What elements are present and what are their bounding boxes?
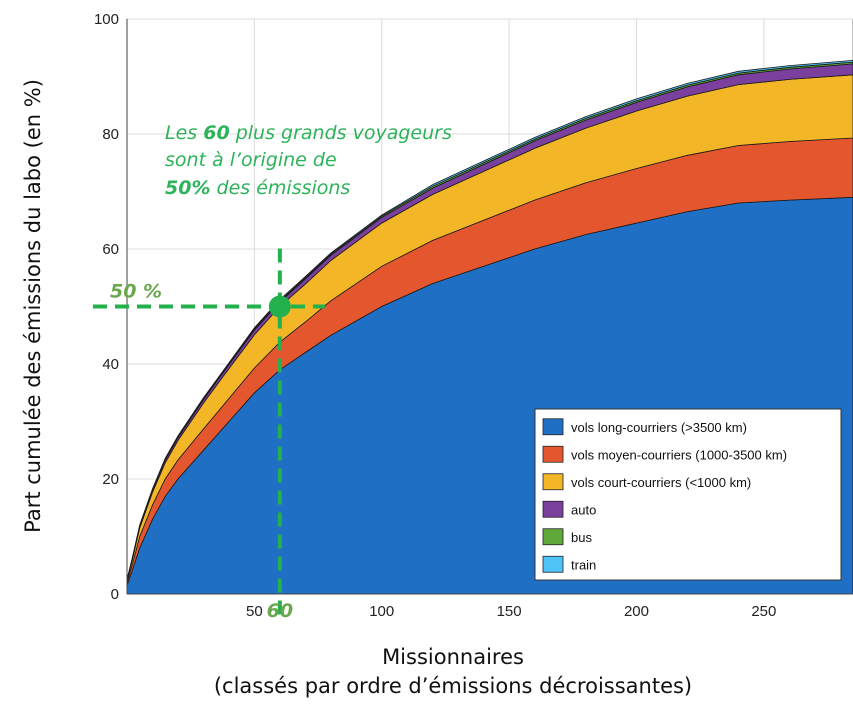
legend-box <box>534 408 842 581</box>
highlight-x-label: 60 <box>267 600 293 622</box>
x-tick-labels: 50 100 150 200 250 <box>246 603 776 620</box>
y-axis-title: Part cumulée des émissions du labo (en %… <box>21 79 45 533</box>
legend-swatch-0 <box>542 418 564 436</box>
y-tick-label-2: 40 <box>102 356 119 373</box>
x-axis-subtitle: (classés par ordre d’émissions décroissa… <box>214 674 692 698</box>
annotation-line-3: 50% des émissions <box>165 177 350 199</box>
y-tick-labels: 0 20 40 60 80 100 <box>94 11 119 603</box>
highlight-dot <box>268 295 291 318</box>
annotation-line-3-post: des émissions <box>210 177 350 199</box>
area-series-5 <box>127 59 853 580</box>
x-tick-label-4: 250 <box>751 603 776 620</box>
y-tick-label-1: 20 <box>102 471 119 488</box>
y-tick-label-0: 0 <box>111 586 119 603</box>
x-tick-label-2: 150 <box>497 603 522 620</box>
legend-swatch-2 <box>542 473 564 491</box>
annotation-line-1-post: plus grands voyageurs <box>230 122 452 144</box>
legend-label-3: auto <box>571 502 596 517</box>
legend-label-2: vols court-courriers (<1000 km) <box>571 475 751 490</box>
annotation-line-1: Les 60 plus grands voyageurs <box>165 122 452 144</box>
legend-label-1: vols moyen-courriers (1000-3500 km) <box>571 447 787 462</box>
legend-label-5: train <box>571 557 596 572</box>
legend-swatch-4 <box>542 528 564 546</box>
x-tick-label-1: 100 <box>369 603 394 620</box>
legend-swatch-1 <box>542 445 564 463</box>
annotation-line-2: sont à l’origine de <box>165 149 337 171</box>
y-tick-label-5: 100 <box>94 11 119 28</box>
highlight-y-label: 50 % <box>110 281 162 303</box>
legend-label-0: vols long-courriers (>3500 km) <box>571 420 747 435</box>
x-axis-title: Missionnaires <box>382 645 524 669</box>
legend-swatch-5 <box>542 555 564 573</box>
legend: vols long-courriers (>3500 km) vols moyen… <box>534 408 842 581</box>
highlight-marker: 50 % 60 <box>93 248 325 622</box>
y-tick-label-4: 80 <box>102 126 119 143</box>
x-tick-label-3: 200 <box>624 603 649 620</box>
x-tick-label-0: 50 <box>246 603 263 620</box>
legend-label-4: bus <box>571 530 592 545</box>
y-tick-label-3: 60 <box>102 241 119 258</box>
legend-swatch-3 <box>542 500 564 518</box>
annotation-line-3-bold: 50% <box>165 177 210 199</box>
annotation-line-1-bold: 60 <box>203 122 229 144</box>
annotation-line-1-pre: Les <box>165 122 203 144</box>
